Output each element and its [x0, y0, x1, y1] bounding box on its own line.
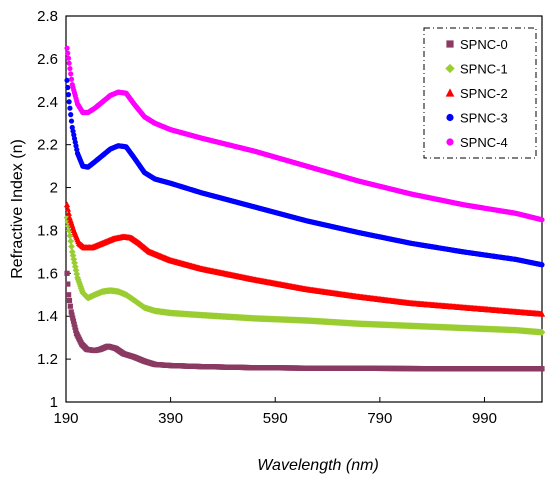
- data-point: [65, 209, 72, 216]
- legend-marker: [446, 113, 454, 122]
- data-point: [73, 327, 79, 333]
- legend-label: SPNC-1: [460, 62, 508, 77]
- y-tick-label: 2.2: [37, 137, 58, 154]
- legend-box: [423, 27, 537, 159]
- data-point: [68, 76, 75, 82]
- data-point: [65, 84, 71, 91]
- data-point: [68, 243, 75, 250]
- data-point: [70, 315, 76, 321]
- data-point: [65, 92, 72, 98]
- data-point: [64, 77, 70, 83]
- data-point: [66, 292, 72, 298]
- data-point: [65, 50, 71, 56]
- data-point: [65, 55, 72, 61]
- data-point: [67, 237, 75, 245]
- data-point: [539, 366, 545, 372]
- y-tick-label: 2.8: [37, 8, 58, 25]
- data-point: [67, 105, 73, 111]
- data-point: [66, 60, 72, 66]
- data-point: [66, 232, 74, 240]
- y-tick-label: 1.6: [37, 265, 58, 282]
- data-point: [71, 321, 77, 327]
- x-tick-label: 390: [158, 410, 183, 427]
- data-point: [64, 205, 72, 212]
- y-tick-label: 2.4: [37, 94, 58, 111]
- legend-marker: [445, 88, 455, 97]
- series-spnc-3: [64, 77, 545, 268]
- legend-label: SPNC-4: [460, 135, 508, 150]
- data-point: [539, 262, 545, 268]
- data-point: [68, 118, 75, 124]
- legend-label: SPNC-0: [460, 37, 508, 52]
- x-tick-label: 990: [472, 410, 497, 427]
- legend-label: SPNC-3: [460, 111, 508, 126]
- y-tick-label: 1: [50, 394, 58, 411]
- data-point: [539, 217, 545, 223]
- series-spnc-1: [63, 214, 546, 336]
- data-point: [538, 328, 546, 336]
- data-point: [538, 310, 546, 317]
- data-point: [66, 297, 73, 304]
- data-point: [69, 312, 75, 318]
- x-tick-label: 590: [263, 410, 288, 427]
- x-tick-label: 190: [53, 410, 78, 427]
- legend-marker: [446, 138, 454, 146]
- series-spnc-0: [64, 270, 545, 372]
- data-point: [68, 112, 74, 118]
- series-spnc-4: [64, 45, 545, 223]
- legend-label: SPNC-2: [460, 86, 508, 101]
- data-point: [68, 71, 74, 77]
- data-point: [67, 303, 73, 309]
- y-tick-label: 1.2: [37, 351, 58, 368]
- legend: SPNC-0 SPNC-1 SPNC-2 SPNC-3 SPNC-4: [423, 27, 537, 159]
- y-axis: 1 1.2 1.4 1.6 1.8 2 2.2 2.4 2.6 2.8: [37, 8, 71, 411]
- data-point: [64, 45, 70, 51]
- x-axis-title: Wavelength (nm): [257, 457, 379, 474]
- legend-marker: [446, 40, 454, 48]
- x-tick-label: 790: [367, 410, 392, 427]
- y-axis-title: Refractive Index (n): [9, 139, 26, 279]
- data-point: [64, 270, 70, 276]
- y-tick-label: 2.6: [37, 51, 58, 68]
- y-tick-label: 1.8: [37, 222, 58, 239]
- data-point: [67, 65, 73, 72]
- series-spnc-2: [63, 201, 546, 317]
- x-axis: 190 390 590 790 990: [53, 397, 497, 427]
- data-point: [68, 309, 74, 315]
- y-tick-label: 1.4: [37, 308, 58, 325]
- data-point: [72, 324, 78, 330]
- data-point: [66, 99, 72, 105]
- y-tick-label: 2: [50, 180, 58, 197]
- data-series: [63, 45, 546, 372]
- data-point: [63, 201, 71, 208]
- legend-marker: [445, 63, 455, 74]
- data-point: [70, 318, 77, 324]
- data-point: [65, 281, 71, 287]
